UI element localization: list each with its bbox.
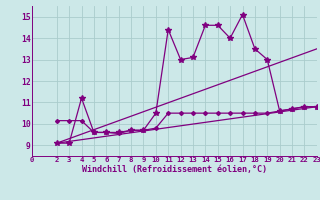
X-axis label: Windchill (Refroidissement éolien,°C): Windchill (Refroidissement éolien,°C)	[82, 165, 267, 174]
